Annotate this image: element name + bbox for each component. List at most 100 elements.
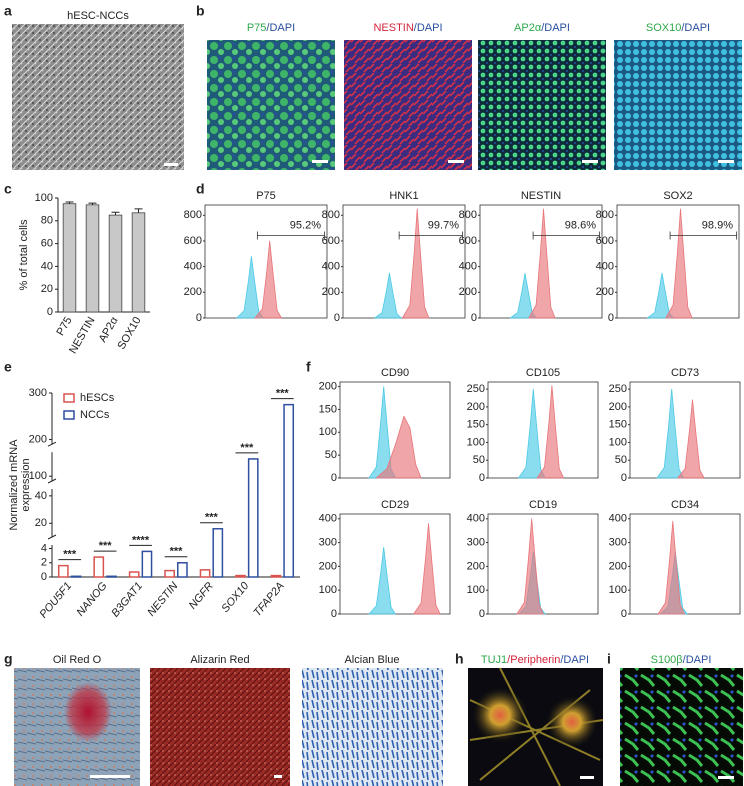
stain: /DAPI: [681, 22, 710, 34]
significance-label: ***: [240, 442, 254, 454]
y-tick-label: 100: [467, 436, 485, 448]
histogram-curve: [402, 208, 430, 319]
x-tick-label: B3GAT1: [109, 580, 145, 619]
micrograph: [207, 40, 335, 170]
scale-bar: [90, 775, 130, 778]
bar: [177, 562, 188, 578]
y-tick-label: 600: [596, 235, 614, 247]
error-bar: [111, 211, 120, 216]
histogram-title: CD19: [529, 499, 557, 511]
y-tick-label: 200: [596, 286, 614, 298]
legend-swatch: [63, 410, 75, 420]
bar: [283, 403, 295, 578]
x-tick-label: P75: [54, 315, 74, 338]
bar: [108, 214, 123, 313]
stain: P75: [247, 22, 267, 34]
legend-label: NCCs: [80, 409, 110, 421]
x-tick-label: NGFR: [187, 580, 216, 612]
x-tick-label: POU5F1: [38, 580, 75, 620]
histogram-curve: [665, 208, 693, 319]
scale-bar: [274, 775, 282, 778]
stain: /DAPI: [414, 22, 443, 34]
legend-swatch: [63, 393, 75, 403]
y-tick-label: 100: [467, 584, 485, 596]
bar: [70, 575, 82, 578]
bar: [141, 550, 153, 578]
micrograph: [150, 668, 290, 786]
image-title: SOX10/DAPI: [646, 22, 710, 34]
image-title: Oil Red O: [53, 654, 102, 666]
y-tick-label: 200: [467, 560, 485, 572]
image-title: Alizarin Red: [190, 654, 249, 666]
stain-blob: [64, 682, 112, 742]
y-tick-label: 40: [41, 260, 53, 272]
bar: [235, 574, 246, 578]
bar: [85, 204, 100, 313]
bar: [57, 564, 69, 578]
y-tick-label: 600: [459, 235, 477, 247]
y-tick-label: 0: [331, 472, 337, 484]
stain: /DAPI: [266, 22, 295, 34]
scale-bar: [580, 776, 594, 779]
y-tick-label: 400: [184, 261, 202, 273]
error-bar: [65, 201, 74, 204]
image-title: TUJ1/Peripherin/DAPI: [481, 654, 589, 666]
histogram-curve: [375, 415, 422, 479]
gate: [398, 231, 464, 240]
histogram-title: CD90: [381, 367, 409, 379]
y-tick-label: 400: [459, 261, 477, 273]
bar: [131, 212, 146, 313]
y-tick-label: 400: [609, 513, 627, 525]
y-tick-label: 50: [325, 449, 337, 461]
cell-cluster: [546, 696, 598, 748]
panel-letter: e: [4, 359, 12, 375]
y-tick-label: 800: [322, 209, 340, 221]
panel-letter: f: [306, 359, 311, 375]
panel-letter: g: [4, 651, 13, 667]
y-tick-label: 200: [29, 433, 47, 445]
y-tick-label: 80: [41, 215, 53, 227]
gate: [532, 231, 601, 240]
image-title: AP2α/DAPI: [514, 22, 570, 34]
scale-bar: [312, 160, 328, 163]
y-tick-label: 200: [459, 286, 477, 298]
y-tick-label: 100: [319, 426, 337, 438]
image-title: P75/DAPI: [247, 22, 295, 34]
y-tick-label: 400: [319, 513, 337, 525]
bar: [128, 571, 140, 578]
y-tick-label: 200: [609, 401, 627, 413]
image-title: hESC-NCCs: [67, 10, 129, 22]
y-tick-label: 250: [467, 383, 485, 395]
stain: NESTIN: [373, 22, 413, 34]
scale-bar: [718, 160, 734, 163]
micrograph: [302, 668, 443, 786]
histogram-title: CD34: [671, 499, 699, 511]
stain: /DAPI: [683, 654, 712, 666]
y-tick-label: 20: [41, 283, 53, 295]
y-tick-label: 300: [29, 387, 47, 399]
panel-letter: d: [196, 181, 205, 197]
y-tick-label: 100: [319, 584, 337, 596]
axis-break: [47, 478, 57, 484]
y-tick-label: 400: [322, 261, 340, 273]
y-tick-label: 150: [319, 403, 337, 415]
x-tick-label: NESTIN: [145, 580, 180, 619]
bar: [247, 458, 259, 578]
histogram-title: SOX2: [663, 190, 692, 202]
significance-label: ***: [99, 540, 113, 552]
y-tick-label: 0: [47, 306, 53, 318]
y-tick-label: 300: [319, 536, 337, 548]
x-tick-label: AP2α: [97, 314, 121, 344]
stain: /Peripherin: [507, 654, 560, 666]
histogram-curve: [657, 520, 685, 615]
bar: [93, 556, 105, 578]
significance-label: ****: [132, 534, 150, 546]
stain: SOX10: [646, 22, 681, 34]
panel-letter: c: [4, 181, 12, 197]
y-tick-label: 600: [322, 235, 340, 247]
significance-label: ***: [276, 388, 290, 400]
histogram-curve: [528, 208, 556, 319]
y-tick-label: 800: [596, 209, 614, 221]
y-tick-label: 200: [184, 286, 202, 298]
